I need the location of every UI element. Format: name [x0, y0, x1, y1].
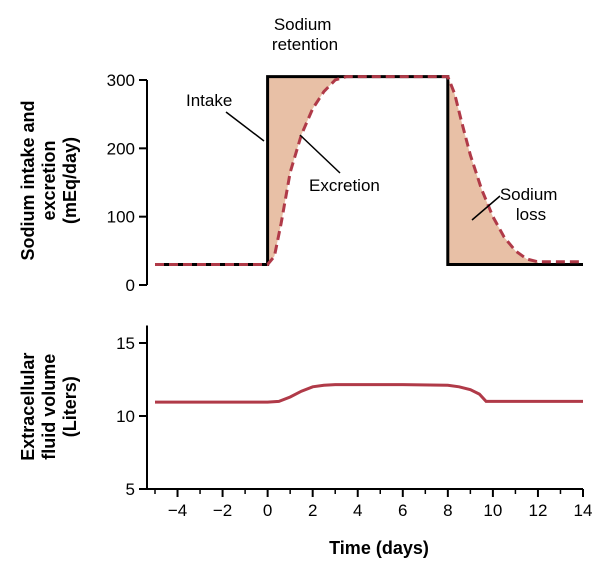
bottom-y-ticks: 5 10 15 [116, 334, 147, 499]
bottom-y-axis-label: Extracellularfluid volume(Liters) [18, 353, 80, 461]
x-tick-label: 8 [443, 501, 452, 520]
bottom-x-ticks: −4 −2 0 2 4 6 8 10 12 14 [154, 489, 593, 520]
svg-text:Sodium retention: Sodium retention [272, 15, 338, 54]
x-tick-label: 12 [528, 501, 547, 520]
y-label-line: (Liters) [60, 376, 80, 437]
annotation-line: loss [516, 205, 546, 224]
intake-line [155, 75, 583, 266]
intake-leader-line [225, 111, 265, 142]
top-y-axis-label: Sodium intake andexcretion(mEq/day) [18, 100, 80, 260]
annotation-line: Sodium [500, 185, 558, 204]
x-tick-label: 14 [574, 501, 593, 520]
x-tick-label: 6 [398, 501, 407, 520]
annotation-line: Intake [186, 91, 232, 110]
y-label-line: fluid volume [39, 354, 59, 460]
y-label-line: excretion [39, 140, 59, 220]
x-tick-label: 10 [483, 501, 502, 520]
annotation-excretion: Excretion [299, 134, 380, 195]
y-tick-label: 300 [107, 71, 135, 90]
x-tick-label: 4 [353, 501, 362, 520]
x-tick-label: −2 [213, 501, 232, 520]
excretion-line [155, 75, 583, 266]
x-axis-label: Time (days) [329, 538, 429, 558]
annotation-line: Excretion [309, 176, 380, 195]
annotation-line: retention [272, 35, 338, 54]
y-tick-label: 10 [116, 407, 135, 426]
y-tick-label: 5 [126, 480, 135, 499]
y-tick-label: 200 [107, 139, 135, 158]
y-label-line: Extracellular [18, 353, 38, 461]
y-tick-label: 0 [126, 276, 135, 295]
top-y-ticks: 0 100 200 300 [107, 71, 147, 295]
x-tick-label: 2 [308, 501, 317, 520]
annotation-line: Sodium [274, 15, 332, 34]
excretion-leader-line [299, 134, 341, 174]
ecf-volume-line [155, 383, 583, 404]
bottom-panel: 5 10 15 −4 −2 0 2 4 6 8 10 12 14 Extracellularfluid… [18, 325, 592, 558]
x-tick-label: −4 [168, 501, 187, 520]
sodium-loss-leader-line [471, 195, 501, 221]
annotation-sodium-loss: Sodium loss [471, 185, 562, 224]
sodium-shading-area [267, 76, 538, 265]
top-panel: 0 100 200 300 Sodium intake andexcretion(mE… [18, 15, 583, 295]
y-label-line: (mEq/day) [60, 137, 80, 224]
x-tick-label: 0 [263, 501, 272, 520]
annotation-intake: Intake [186, 91, 265, 142]
annotation-sodium-retention: Sodium retention [272, 15, 338, 54]
y-label-line: Sodium intake and [18, 100, 38, 260]
svg-text:Sodium loss: Sodium loss [500, 185, 562, 224]
y-tick-label: 15 [116, 334, 135, 353]
y-tick-label: 100 [107, 208, 135, 227]
